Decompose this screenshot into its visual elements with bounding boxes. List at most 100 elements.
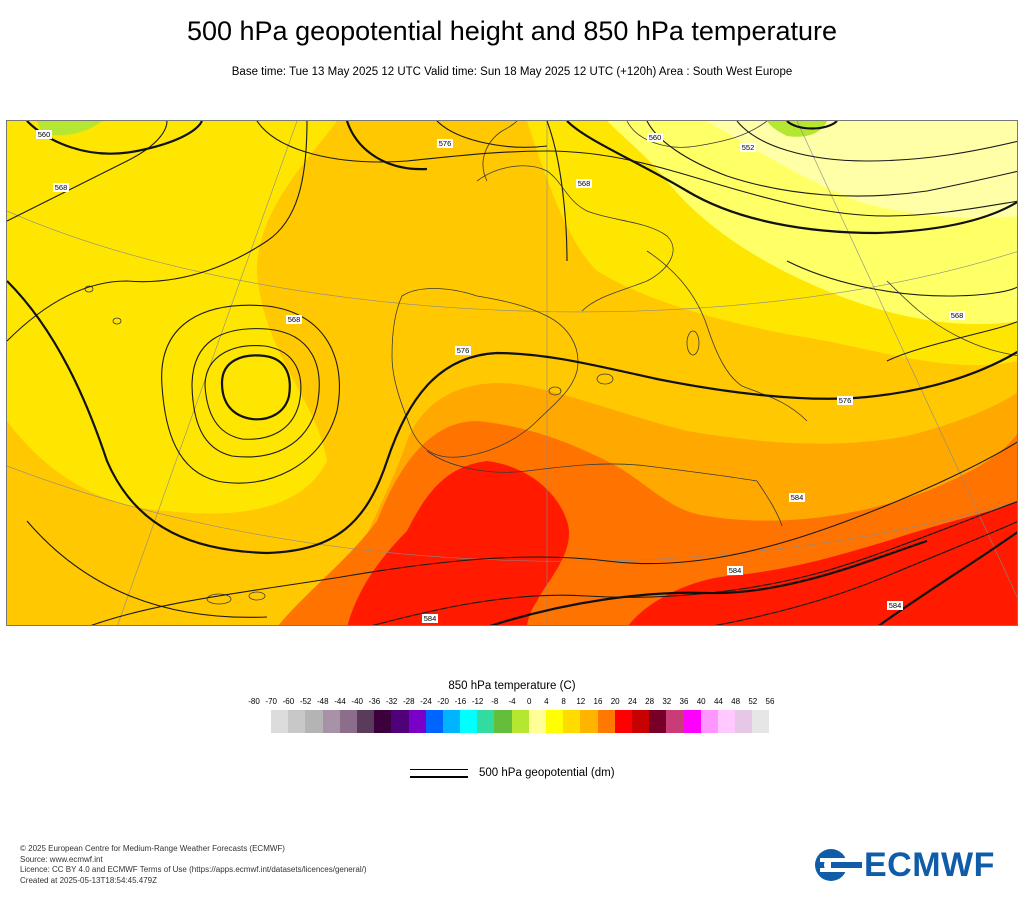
temp-band-green-patch — [767, 121, 827, 137]
contour-label: 568 — [576, 179, 592, 188]
contour-label: 576 — [455, 346, 471, 355]
svg-text:568: 568 — [55, 183, 68, 192]
colorbar-swatch — [666, 710, 684, 733]
colorbar-tick-label: -40 — [351, 697, 363, 706]
forecast-map: 560 568 576 576 568 584 — [6, 120, 1018, 626]
chart-subtitle: Base time: Tue 13 May 2025 12 UTC Valid … — [231, 66, 793, 78]
colorbar-tick-label: -24 — [420, 697, 432, 706]
colorbar-tick-label: -60 — [282, 697, 295, 706]
colorbar-tick-label: -80 — [248, 697, 260, 706]
colorbar-swatch — [631, 710, 650, 733]
colorbar-tick-label: 24 — [627, 697, 637, 706]
contour-legend-label: 500 hPa geopotential (dm) — [479, 767, 615, 779]
svg-text:560: 560 — [649, 133, 662, 142]
colorbar-tick-label: -70 — [265, 697, 277, 706]
footer-credits: © 2025 European Centre for Medium-Range … — [20, 844, 367, 886]
colorbar-swatch — [391, 710, 409, 733]
colorbar-swatch — [735, 710, 753, 733]
contour-label: 584 — [887, 601, 903, 610]
colorbar-tick-label: -44 — [334, 697, 346, 706]
contour-568-ring1 — [161, 304, 340, 484]
colorbar-tick-label: -52 — [299, 697, 312, 706]
contour-label: 560 — [36, 130, 52, 139]
contour-label: 568 — [53, 183, 69, 192]
contour-legend-line-thin — [410, 769, 468, 770]
contour-568-ring2 — [191, 328, 320, 458]
colorbar-tick-label: 12 — [576, 697, 586, 706]
contour-label: 584 — [727, 566, 743, 575]
colorbar-swatch — [305, 710, 323, 733]
colorbar-tick-label: 48 — [731, 697, 741, 706]
contour-label: 552 — [740, 143, 756, 152]
colorbar-tick-label: 36 — [679, 697, 689, 706]
colorbar-swatch — [528, 710, 546, 733]
colorbar-swatch — [597, 710, 615, 733]
contour-label: 568 — [286, 315, 302, 324]
contour-low-center — [220, 354, 291, 421]
map-svg: 560 568 576 576 568 584 — [7, 121, 1017, 625]
colorbar — [271, 710, 770, 733]
colorbar-tick-label: 28 — [645, 697, 655, 706]
svg-text:584: 584 — [889, 601, 902, 610]
colorbar-tick-label: 40 — [696, 697, 706, 706]
colorbar-tick-label: -16 — [454, 697, 467, 706]
colorbar-swatch — [356, 710, 375, 733]
svg-text:568: 568 — [288, 315, 301, 324]
colorbar-swatch — [700, 710, 718, 733]
colorbar-tick-label: 32 — [662, 697, 672, 706]
colorbar-swatch — [614, 710, 632, 733]
svg-text:584: 584 — [791, 493, 804, 502]
coastlines — [391, 121, 1017, 527]
temperature-legend-title: 850 hPa temperature (C) — [448, 680, 576, 692]
temp-band-0-4-ne — [707, 121, 1017, 218]
svg-text:584: 584 — [424, 614, 437, 623]
colorbar-tick-label: -20 — [437, 697, 449, 706]
colorbar-tick-label: -4 — [508, 697, 516, 706]
colorbar-tick-label: -8 — [491, 697, 499, 706]
svg-text:576: 576 — [839, 396, 852, 405]
temp-band-24-28 — [347, 461, 569, 625]
colorbar-tick-label: 0 — [526, 697, 532, 706]
colorbar-swatch — [494, 710, 512, 733]
colorbar-swatch — [442, 710, 461, 733]
chart-title: 500 hPa geopotential height and 850 hPa … — [186, 16, 837, 46]
svg-text:576: 576 — [457, 346, 470, 355]
footer-created: Created at 2025-05-13T18:54:45.479Z — [20, 875, 157, 885]
svg-text:568: 568 — [578, 179, 591, 188]
temp-band-green-patch-nw — [37, 121, 102, 136]
contour-label: 576 — [437, 139, 453, 148]
colorbar-swatch — [477, 710, 495, 733]
colorbar-tick-label: 56 — [765, 697, 775, 706]
colorbar-tick-label: 44 — [713, 697, 723, 706]
ecmwf-logo: ECMWF — [812, 846, 1008, 886]
temp-band-24-28-se — [628, 501, 1017, 625]
colorbar-swatch — [752, 710, 770, 733]
colorbar-tick-label: 16 — [593, 697, 603, 706]
colorbar-ticks: -80 -70 -60 -52 -48 -44 -40 -36 -32 -28 -24 -20 -16-… — [246, 697, 786, 709]
contour-label: 560 — [647, 133, 663, 142]
contour-label: 576 — [837, 396, 853, 405]
footer-source: Source: www.ecmwf.int — [20, 854, 103, 864]
colorbar-swatch — [580, 710, 598, 733]
svg-text:568: 568 — [951, 311, 964, 320]
colorbar-swatch — [683, 710, 701, 733]
graticule — [7, 121, 1017, 625]
colorbar-swatch — [563, 710, 581, 733]
colorbar-swatch — [271, 710, 289, 733]
svg-text:576: 576 — [439, 139, 452, 148]
colorbar-swatch — [374, 710, 392, 733]
colorbar-swatch — [322, 710, 340, 733]
footer-licence: Licence: CC BY 4.0 and ECMWF Terms of Us… — [20, 865, 367, 874]
colorbar-swatch — [546, 710, 564, 733]
colorbar-swatch — [460, 710, 478, 733]
svg-text:552: 552 — [742, 143, 755, 152]
colorbar-swatch — [649, 710, 667, 733]
geopotential-contours-bold — [7, 121, 1017, 625]
colorbar-tick-label: 4 — [544, 697, 549, 706]
contour-label: 584 — [422, 614, 438, 623]
footer-copyright: © 2025 European Centre for Medium-Range … — [20, 844, 285, 853]
contour-label: 584 — [789, 493, 805, 502]
colorbar-swatch — [408, 710, 426, 733]
ecmwf-logo-mark — [815, 849, 862, 881]
svg-text:560: 560 — [38, 130, 51, 139]
